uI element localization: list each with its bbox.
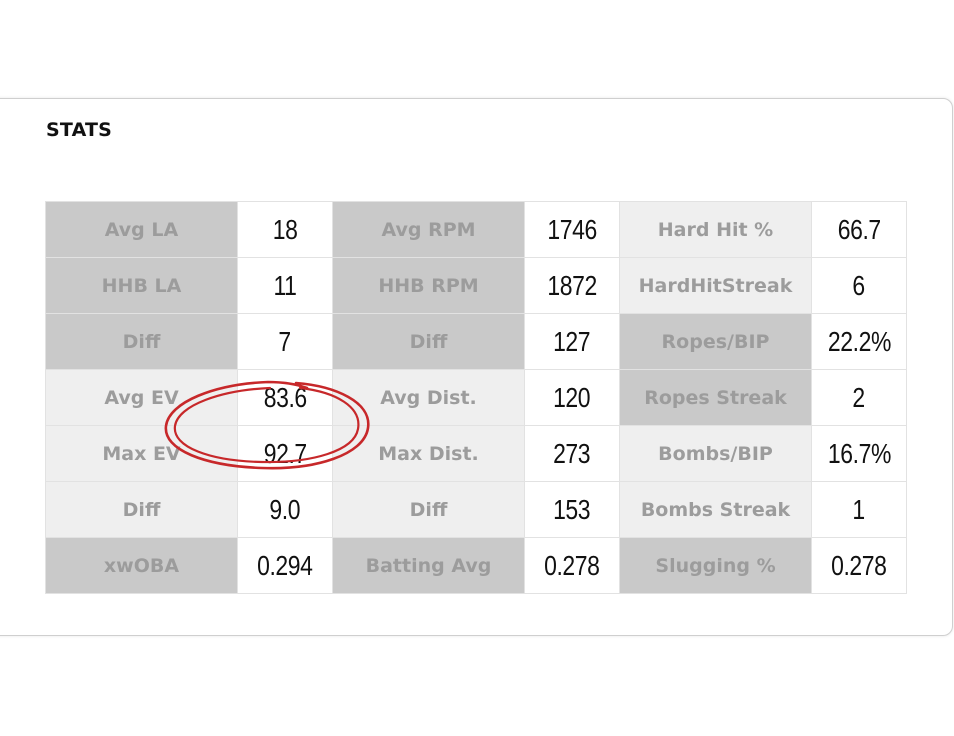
stat-label: Max EV	[45, 425, 238, 482]
stat-label: HardHitStreak	[619, 257, 812, 314]
stats-table: Avg LA 18 Avg RPM 1746 Hard Hit % 66.7 HHB LA 1…	[45, 201, 907, 594]
stat-label: Bombs Streak	[619, 481, 812, 538]
stat-label: Bombs/BIP	[619, 425, 812, 482]
stat-value: 120	[553, 381, 591, 413]
stat-value: 7	[278, 325, 292, 357]
stat-label: Max Dist.	[332, 425, 525, 482]
stats-row: HHB LA 11 HHB RPM 1872 HardHitStreak 6	[45, 257, 907, 314]
stat-value: 1	[852, 493, 866, 525]
stats-title: STATS	[46, 119, 113, 141]
stat-value-cell: 1872	[524, 257, 620, 314]
stat-label: Hard Hit %	[619, 201, 812, 258]
stat-label: Avg EV	[45, 369, 238, 426]
stat-value-cell: 18	[237, 201, 333, 258]
stat-label: Avg LA	[45, 201, 238, 258]
stat-value-cell: 273	[524, 425, 620, 482]
stat-value: 273	[553, 437, 591, 469]
stat-value-cell: 0.278	[524, 537, 620, 594]
stat-value-cell: 6	[811, 257, 907, 314]
stat-value-cell: 120	[524, 369, 620, 426]
stat-label: Diff	[332, 481, 525, 538]
stat-value: 92.7	[263, 437, 307, 469]
stats-row: xwOBA 0.294 Batting Avg 0.278 Slugging % 0.27…	[45, 537, 907, 594]
stats-row: Diff 7 Diff 127 Ropes/BIP 22.2%	[45, 313, 907, 370]
stat-value-cell: 153	[524, 481, 620, 538]
stat-value-cell: 9.0	[237, 481, 333, 538]
stat-value: 1872	[547, 269, 597, 301]
stat-value: 1746	[547, 213, 597, 245]
stat-value-cell: 83.6	[237, 369, 333, 426]
stat-value-cell: 92.7	[237, 425, 333, 482]
stat-label: Batting Avg	[332, 537, 525, 594]
stats-row: Diff 9.0 Diff 153 Bombs Streak 1	[45, 481, 907, 538]
stat-value: 6	[852, 269, 866, 301]
stat-label: Ropes/BIP	[619, 313, 812, 370]
stat-value: 0.278	[831, 549, 887, 581]
stat-label: Avg Dist.	[332, 369, 525, 426]
stat-label: Slugging %	[619, 537, 812, 594]
stat-label: HHB RPM	[332, 257, 525, 314]
stat-value-cell: 127	[524, 313, 620, 370]
stat-label: Diff	[45, 313, 238, 370]
stats-row: Avg EV 83.6 Avg Dist. 120 Ropes Streak 2	[45, 369, 907, 426]
stats-row: Max EV 92.7 Max Dist. 273 Bombs/BIP 16.7%	[45, 425, 907, 482]
stat-value: 0.278	[544, 549, 600, 581]
stat-value-cell: 22.2%	[811, 313, 907, 370]
stat-label: Diff	[332, 313, 525, 370]
stat-label: Avg RPM	[332, 201, 525, 258]
stat-label: HHB LA	[45, 257, 238, 314]
stat-value-cell: 16.7%	[811, 425, 907, 482]
stat-value-cell: 1746	[524, 201, 620, 258]
stat-value: 16.7%	[827, 437, 891, 469]
stat-label: Ropes Streak	[619, 369, 812, 426]
stat-value-cell: 7	[237, 313, 333, 370]
stat-value: 22.2%	[827, 325, 891, 357]
stats-row: Avg LA 18 Avg RPM 1746 Hard Hit % 66.7	[45, 201, 907, 258]
stat-value-cell: 11	[237, 257, 333, 314]
stat-value: 2	[852, 381, 866, 413]
stat-value: 153	[553, 493, 591, 525]
stat-value: 0.294	[257, 549, 313, 581]
stat-value-cell: 0.294	[237, 537, 333, 594]
stat-value: 18	[272, 213, 298, 245]
stat-value-cell: 0.278	[811, 537, 907, 594]
stat-value-cell: 2	[811, 369, 907, 426]
stat-value-cell: 1	[811, 481, 907, 538]
stat-value: 83.6	[263, 381, 307, 413]
stat-value: 127	[553, 325, 591, 357]
stat-value: 11	[273, 269, 297, 301]
stat-value-cell: 66.7	[811, 201, 907, 258]
stat-value: 9.0	[269, 493, 301, 525]
stat-label: xwOBA	[45, 537, 238, 594]
stat-label: Diff	[45, 481, 238, 538]
stat-value: 66.7	[837, 213, 881, 245]
